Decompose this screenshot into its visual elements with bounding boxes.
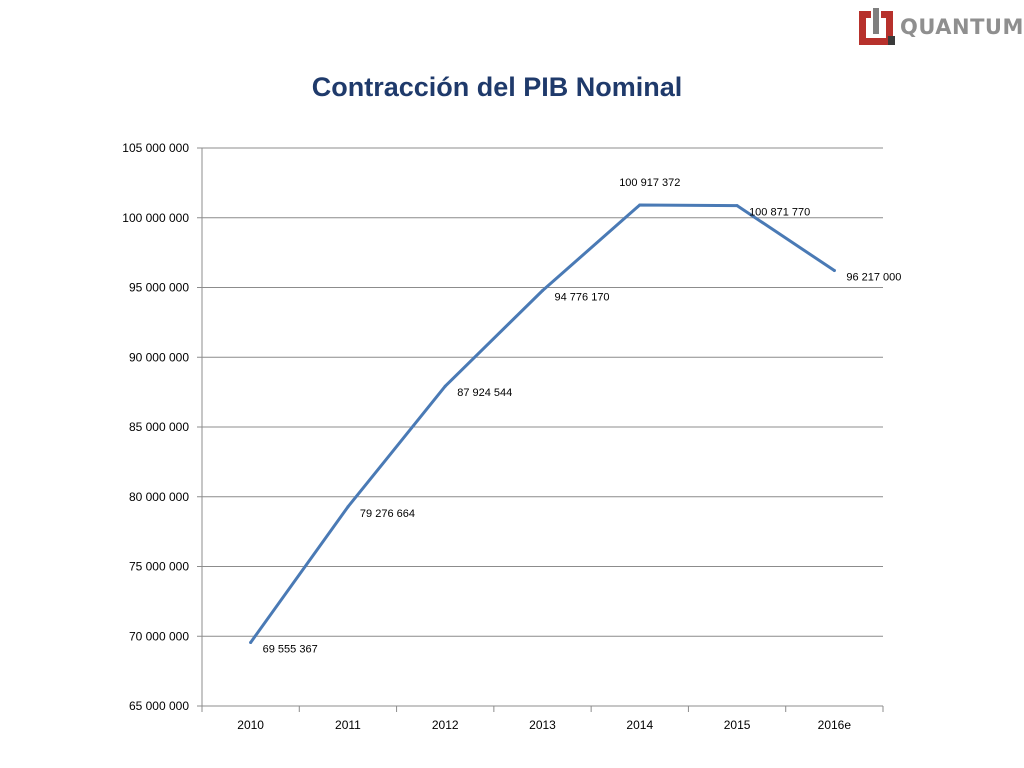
data-point [735, 204, 739, 208]
x-tick-label: 2014 [626, 718, 653, 732]
y-tick-label: 80 000 000 [129, 490, 189, 504]
y-tick-label: 75 000 000 [129, 560, 189, 574]
x-axis-ticks: 2010 2011 2012 2013 2014 2015 2016e [237, 718, 851, 732]
data-point [443, 384, 447, 388]
data-label: 96 217 000 [846, 272, 901, 284]
x-tick-label: 2015 [724, 718, 751, 732]
y-tick-label: 105 000 000 [122, 141, 189, 155]
gridlines [202, 147, 883, 707]
quantum-logo-text: QUANTUM [900, 15, 1024, 39]
data-label: 100 917 372 [619, 177, 680, 189]
x-tick-label: 2011 [335, 718, 361, 732]
series [249, 203, 836, 644]
y-tick-label: 90 000 000 [129, 350, 189, 364]
y-axis-ticks: 65 000 000 70 000 000 75 000 000 80 000 000… [122, 141, 189, 713]
x-tick-label: 2010 [237, 718, 264, 732]
y-tick-label: 85 000 000 [129, 420, 189, 434]
data-point [249, 640, 253, 644]
x-tick-label: 2016e [818, 718, 852, 732]
data-label: 87 924 544 [457, 387, 512, 399]
chart-title: Contracción del PIB Nominal [311, 72, 683, 102]
data-label: 69 555 367 [263, 643, 318, 655]
data-point [832, 269, 836, 273]
y-tick-label: 95 000 000 [129, 281, 189, 295]
data-label: 100 871 770 [749, 207, 810, 219]
data-point [541, 289, 544, 293]
y-tick-label: 70 000 000 [129, 629, 189, 643]
y-tick-label: 65 000 000 [129, 699, 189, 713]
y-tick-label: 100 000 000 [122, 211, 189, 225]
data-point [638, 203, 642, 207]
quantum-logo-icon [859, 6, 895, 45]
data-label: 79 276 664 [360, 508, 415, 520]
series-line [249, 203, 836, 644]
x-tick-label: 2013 [529, 718, 556, 732]
data-point [346, 505, 350, 509]
axes [197, 147, 884, 712]
x-tick-label: 2012 [432, 718, 459, 732]
data-label: 94 776 170 [555, 292, 610, 304]
data-labels: 69 555 367 79 276 664 87 924 544 94 776 170… [263, 177, 902, 655]
quantum-logo: QUANTUM [858, 6, 1024, 50]
